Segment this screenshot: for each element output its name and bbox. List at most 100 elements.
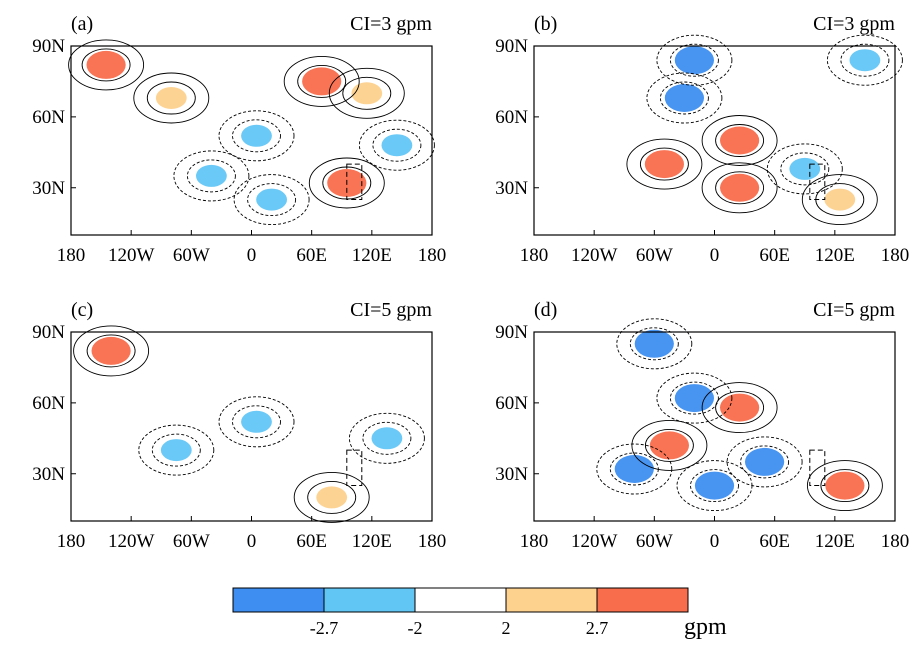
panel-d-contour-4-0 xyxy=(740,445,790,479)
panel-d-contour-6-1 xyxy=(806,460,883,512)
panel-d-anomaly-2 xyxy=(720,393,760,422)
panel-a-anomaly-3 xyxy=(155,87,187,109)
panel-b-xtick-label: 60W xyxy=(636,245,673,266)
panel-b-xtick-label: 120W xyxy=(571,245,618,266)
panel-b-xtick-label: 180 xyxy=(520,245,549,266)
panel-d-xtick-label: 120W xyxy=(571,531,618,552)
panel-d-ytick-label: 30N xyxy=(495,464,528,485)
panel-b-anomaly-7 xyxy=(824,188,856,211)
panel-a-contour-4-0 xyxy=(232,119,281,153)
panel-d-contour-4-1 xyxy=(726,436,803,488)
panel-b-contour-3-1 xyxy=(626,138,703,190)
panel-c-anomaly-4 xyxy=(316,486,348,509)
panel-c-contour-2-1 xyxy=(348,412,425,464)
panel-d-anomaly-1 xyxy=(674,384,715,413)
panel-a-xticks: 180 120W 60W 0 60E 120E 180 xyxy=(57,230,446,266)
panel-a-contour-5-1 xyxy=(358,119,435,171)
panel-d: (d) CI=5 gpm 180 120W 60W 0 60E 120E 180 90N 60… xyxy=(495,299,909,552)
panel-d-contour-6-0 xyxy=(820,469,870,503)
panel-a-anomaly-0 xyxy=(86,50,126,79)
panel-a-yticks: 90N 60N 30N xyxy=(32,36,76,199)
panel-d-fill xyxy=(614,329,865,500)
panel-b-contours xyxy=(626,34,903,226)
panel-b-ytick-label: 60N xyxy=(495,107,528,128)
panel-d-anomaly-6 xyxy=(825,471,865,500)
panel-a-ytick-label: 60N xyxy=(32,107,65,128)
panel-c-contour-4-0 xyxy=(307,480,357,514)
panel-c-contour-2-0 xyxy=(362,421,412,455)
panel-d-xtick-label: 60W xyxy=(636,531,673,552)
panel-b-contour-6-1 xyxy=(766,143,843,195)
panel-d-anomaly-7 xyxy=(694,471,735,500)
panel-d-contour-3-0 xyxy=(644,428,694,462)
panel-a-contour-0-0 xyxy=(81,48,131,82)
panel-b-ytick-label: 90N xyxy=(495,36,528,57)
panel-a-contour-3-1 xyxy=(133,72,210,124)
panel-d-xtick-label: 0 xyxy=(710,531,720,552)
panel-b-contour-0-1 xyxy=(656,34,733,86)
panel-c-yticks: 90N 60N 30N xyxy=(32,322,76,485)
colorbar-tick-label: 2.7 xyxy=(586,618,609,638)
panel-b-region-box xyxy=(809,163,826,201)
panel-a-anomaly-7 xyxy=(196,164,227,187)
panel-a-contour-4-1 xyxy=(218,110,295,162)
panel-c-contour-1-0 xyxy=(232,405,281,439)
panel-c-contour-1-1 xyxy=(218,396,295,448)
panel-d-anomaly-0 xyxy=(634,329,674,358)
panel-c-contour-3-0 xyxy=(151,433,201,467)
panel-a-xtick-label: 60W xyxy=(173,245,210,266)
colorbar-tick-label: 2 xyxy=(502,618,511,638)
panel-d-contour-7-1 xyxy=(676,460,753,512)
panel-c-ci: CI=5 gpm xyxy=(350,299,432,321)
panel-b-contour-0-0 xyxy=(669,43,719,77)
panel-a-fill xyxy=(86,50,413,211)
panel-a-anomaly-5 xyxy=(381,134,413,157)
colorbar: -2.7 -2 2 2.7 gpm xyxy=(232,587,727,640)
panel-c-contour-0-1 xyxy=(73,325,150,377)
panel-a-xtick-label: 180 xyxy=(57,245,86,266)
panel-b-xtick-label: 0 xyxy=(710,245,720,266)
panel-a-contour-8-0 xyxy=(247,183,297,217)
panel-a-contour-7-0 xyxy=(186,159,236,193)
panel-a-anomaly-1 xyxy=(302,67,342,96)
colorbar-ticks: -2.7 -2 2 2.7 xyxy=(310,618,609,638)
panel-a-xtick-label: 0 xyxy=(247,245,257,266)
panel-a-contour-1-1 xyxy=(283,55,360,107)
panel-a-anomaly-4 xyxy=(241,124,272,147)
panel-c-ytick-label: 30N xyxy=(32,464,65,485)
panel-b-contour-4-0 xyxy=(715,124,765,157)
panel-d-ytick-label: 60N xyxy=(495,393,528,414)
panel-c-contour-3-1 xyxy=(138,424,215,476)
panel-a-region-box xyxy=(346,163,363,201)
panel-a-ytick-label: 30N xyxy=(32,178,65,199)
panel-a-anomaly-8 xyxy=(256,188,287,211)
panel-a-contour-1-0 xyxy=(297,64,347,98)
colorbar-swatch-3 xyxy=(505,587,598,613)
panel-c-anomaly-3 xyxy=(160,439,192,462)
panel-a-xtick-label: 120E xyxy=(352,245,392,266)
panel-c-xtick-label: 60W xyxy=(173,531,210,552)
panel-b-anomaly-5 xyxy=(720,173,760,202)
panel-d-contour-5-1 xyxy=(596,443,673,495)
panel-b-ci: CI=3 gpm xyxy=(813,13,895,35)
panel-b-contour-2-0 xyxy=(659,81,709,115)
panel-a-contour-0-1 xyxy=(68,39,145,91)
panel-c-xtick-label: 180 xyxy=(57,531,86,552)
panel-a-contour-3-0 xyxy=(146,81,196,115)
panel-a-xtick-label: 60E xyxy=(296,245,327,266)
panel-b-xtick-label: 180 xyxy=(881,245,910,266)
panel-a: (a) CI=3 gpm 180 120W 60W 0 60E 120E 180 90N 60… xyxy=(32,13,446,266)
panel-d-xticks: 180 120W 60W 0 60E 120E 180 xyxy=(520,516,910,552)
colorbar-tick-label: -2 xyxy=(408,618,423,638)
panel-d-contour-3-1 xyxy=(631,419,708,471)
panel-d-xtick-label: 180 xyxy=(881,531,910,552)
panel-d-xtick-label: 180 xyxy=(520,531,549,552)
panel-b-xtick-label: 120E xyxy=(815,245,855,266)
panel-a-contour-8-1 xyxy=(233,174,310,226)
panel-c-xticks: 180 120W 60W 0 60E 120E 180 xyxy=(57,516,446,552)
panel-b-contour-2-1 xyxy=(646,72,723,124)
panel-c-xtick-label: 120W xyxy=(108,531,155,552)
panel-a-anomaly-2 xyxy=(351,82,383,105)
panel-b-contour-1-1 xyxy=(826,34,903,86)
